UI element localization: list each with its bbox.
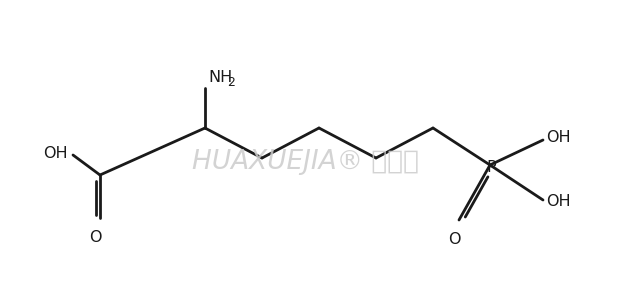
Text: HUAXUEJIA® 化学加: HUAXUEJIA® 化学加 [191,149,418,175]
Text: OH: OH [546,131,571,145]
Text: OH: OH [43,145,68,161]
Text: O: O [89,230,102,245]
Text: P: P [486,159,496,175]
Text: 2: 2 [227,76,235,89]
Text: OH: OH [546,195,571,209]
Text: O: O [448,232,461,247]
Text: NH: NH [208,70,232,85]
